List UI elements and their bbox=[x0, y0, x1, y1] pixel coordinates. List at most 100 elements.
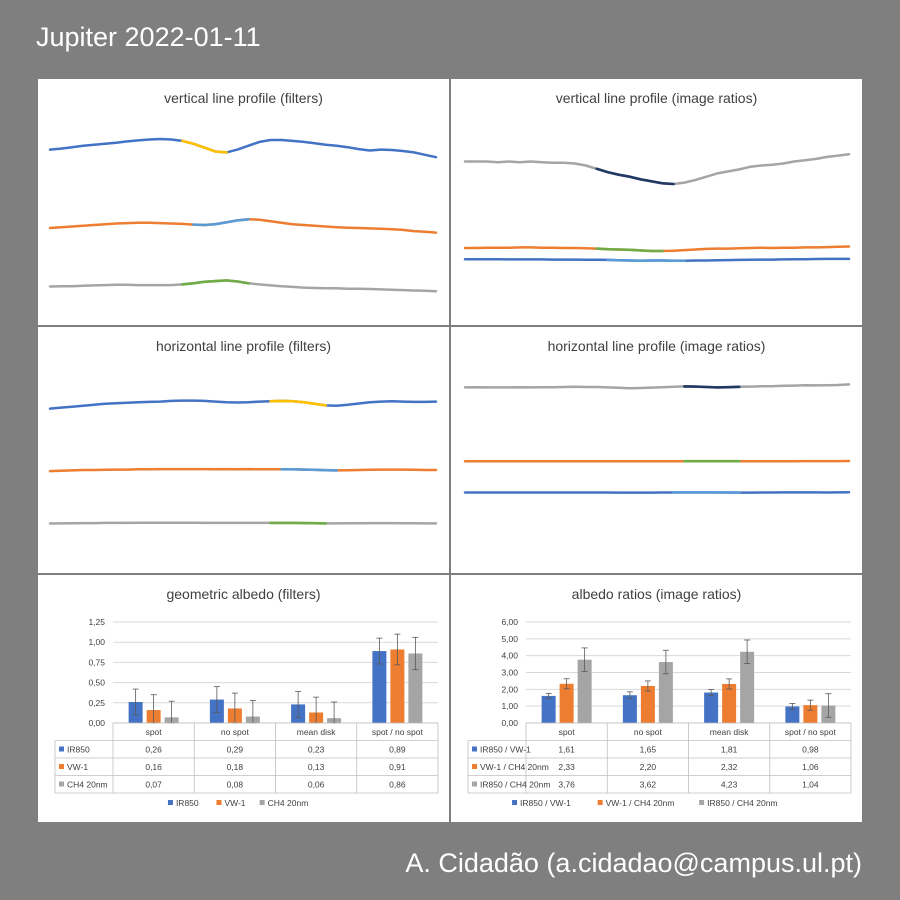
chart-panel-vertical-ratios: vertical line profile (image ratios) bbox=[451, 79, 862, 325]
data-label: 0,89 bbox=[389, 745, 406, 755]
legend-key bbox=[59, 746, 64, 752]
legend-key bbox=[59, 764, 64, 769]
y-tick-label: 3,00 bbox=[501, 668, 518, 678]
legend-swatch bbox=[699, 800, 705, 805]
spot-highlight-segment bbox=[280, 468, 338, 472]
line-plot bbox=[48, 137, 438, 293]
profile-line-blue bbox=[48, 399, 438, 410]
series-name: IR850 / CH4 20nm bbox=[480, 780, 550, 790]
bar-chart: 0,00 1,00 2,00 3,00 4,00 5,00 6,00 spot no spot m… bbox=[467, 617, 852, 808]
data-label: 0,18 bbox=[227, 762, 244, 772]
legend-swatch bbox=[512, 800, 518, 805]
legend-swatch bbox=[597, 800, 603, 805]
chart-title: albedo ratios (image ratios) bbox=[571, 586, 742, 602]
y-tick-label: 6,00 bbox=[501, 617, 518, 627]
bar-ir850-ch4-20nm bbox=[577, 659, 592, 723]
bar-ir850-vw-1 bbox=[541, 695, 556, 723]
profile-line-gray bbox=[463, 153, 851, 186]
y-tick-label: 0,75 bbox=[88, 657, 105, 667]
spot-highlight-segment bbox=[192, 218, 250, 227]
data-label: 1,04 bbox=[802, 780, 819, 790]
spot-highlight-segment bbox=[181, 279, 250, 286]
category-label: no spot bbox=[634, 727, 663, 737]
line-plot bbox=[463, 383, 851, 494]
legend-swatch bbox=[216, 800, 222, 805]
legend-label: CH4 20nm bbox=[268, 798, 309, 808]
legend-label: VW-1 bbox=[224, 798, 245, 808]
data-label: 0,86 bbox=[389, 780, 406, 790]
profile-line-orange bbox=[48, 218, 438, 234]
chart-panel-vertical-filters: vertical line profile (filters) bbox=[38, 79, 449, 325]
chart-title: vertical line profile (filters) bbox=[164, 90, 323, 106]
category-label: mean disk bbox=[710, 727, 749, 737]
spot-highlight-segment bbox=[595, 247, 664, 253]
y-tick-label: 0,25 bbox=[88, 698, 105, 708]
series-name: IR850 / VW-1 bbox=[480, 745, 531, 755]
main-title: Jupiter 2022-01-11 bbox=[36, 22, 261, 52]
legend-key bbox=[59, 781, 64, 787]
legend-key bbox=[472, 764, 477, 769]
data-label: 3,62 bbox=[640, 780, 657, 790]
legend-label: VW-1 / CH4 20nm bbox=[606, 798, 675, 808]
legend-label: IR850 bbox=[176, 798, 199, 808]
spot-highlight-segment bbox=[606, 258, 686, 263]
bar-vw-1-ch4-20nm bbox=[640, 685, 655, 723]
data-label: 2,20 bbox=[640, 762, 657, 772]
spot-highlight-segment bbox=[181, 139, 228, 154]
legend-label: IR850 / VW-1 bbox=[520, 798, 571, 808]
chart-panel-geometric-albedo: geometric albedo (filters) 0,00 0,25 0,50 0… bbox=[38, 575, 449, 822]
series-name: VW-1 / CH4 20nm bbox=[480, 762, 549, 772]
data-label: 0,16 bbox=[145, 762, 162, 772]
chart-title: horizontal line profile (filters) bbox=[155, 338, 332, 354]
y-tick-label: 1,00 bbox=[88, 637, 105, 647]
spot-highlight-segment bbox=[269, 521, 327, 525]
legend-swatch bbox=[167, 800, 173, 805]
data-label: 0,26 bbox=[145, 745, 162, 755]
bar-vw-1-ch4-20nm bbox=[559, 683, 574, 723]
spot-highlight-segment bbox=[683, 385, 741, 389]
data-label: 0,07 bbox=[145, 780, 162, 790]
category-label: mean disk bbox=[297, 727, 336, 737]
legend-key bbox=[472, 781, 477, 787]
spot-highlight-segment bbox=[269, 399, 327, 407]
chart-panel-albedo-ratios: albedo ratios (image ratios) 0,00 1,00 2,0… bbox=[451, 575, 862, 822]
series-name: IR850 bbox=[67, 745, 90, 755]
data-label: 0,06 bbox=[308, 780, 325, 790]
data-label: 1,81 bbox=[721, 745, 738, 755]
y-tick-label: 5,00 bbox=[501, 634, 518, 644]
bar-ir850-vw-1 bbox=[785, 706, 800, 723]
chart-panel-horizontal-ratios: horizontal line profile (image ratios) bbox=[451, 327, 862, 573]
bar-vw-1-ch4-20nm bbox=[803, 705, 818, 723]
series-name: VW-1 bbox=[67, 762, 88, 772]
chart-title: horizontal line profile (image ratios) bbox=[547, 338, 766, 354]
line-plot bbox=[463, 153, 851, 263]
category-label: no spot bbox=[221, 727, 250, 737]
data-label: 3,76 bbox=[558, 780, 575, 790]
data-label: 1,65 bbox=[640, 745, 657, 755]
data-label: 1,06 bbox=[802, 762, 819, 772]
y-tick-label: 0,00 bbox=[501, 718, 518, 728]
legend-key bbox=[472, 746, 477, 752]
y-tick-label: 4,00 bbox=[501, 651, 518, 661]
spot-highlight-segment bbox=[595, 167, 675, 186]
data-label: 0,08 bbox=[227, 780, 244, 790]
category-label: spot bbox=[146, 727, 163, 737]
y-tick-label: 0,50 bbox=[88, 678, 105, 688]
series-name: CH4 20nm bbox=[67, 780, 108, 790]
bar-vw-1-ch4-20nm bbox=[722, 683, 737, 723]
chart-panel-horizontal-filters: horizontal line profile (filters) bbox=[38, 327, 449, 573]
category-label: spot bbox=[559, 727, 576, 737]
data-label: 0,98 bbox=[802, 745, 819, 755]
bar-ir850-vw-1 bbox=[704, 692, 719, 723]
profile-line-blue bbox=[48, 137, 438, 159]
y-tick-label: 2,00 bbox=[501, 684, 518, 694]
category-label: spot / no spot bbox=[372, 727, 424, 737]
bar-ch4-20nm bbox=[408, 653, 423, 723]
data-label: 2,32 bbox=[721, 762, 738, 772]
y-tick-label: 1,00 bbox=[501, 701, 518, 711]
chart-title: geometric albedo (filters) bbox=[166, 586, 321, 602]
legend-label: IR850 / CH4 20nm bbox=[707, 798, 777, 808]
data-label: 0,91 bbox=[389, 762, 406, 772]
profile-line-gray bbox=[463, 383, 851, 390]
data-label: 1,61 bbox=[558, 745, 575, 755]
